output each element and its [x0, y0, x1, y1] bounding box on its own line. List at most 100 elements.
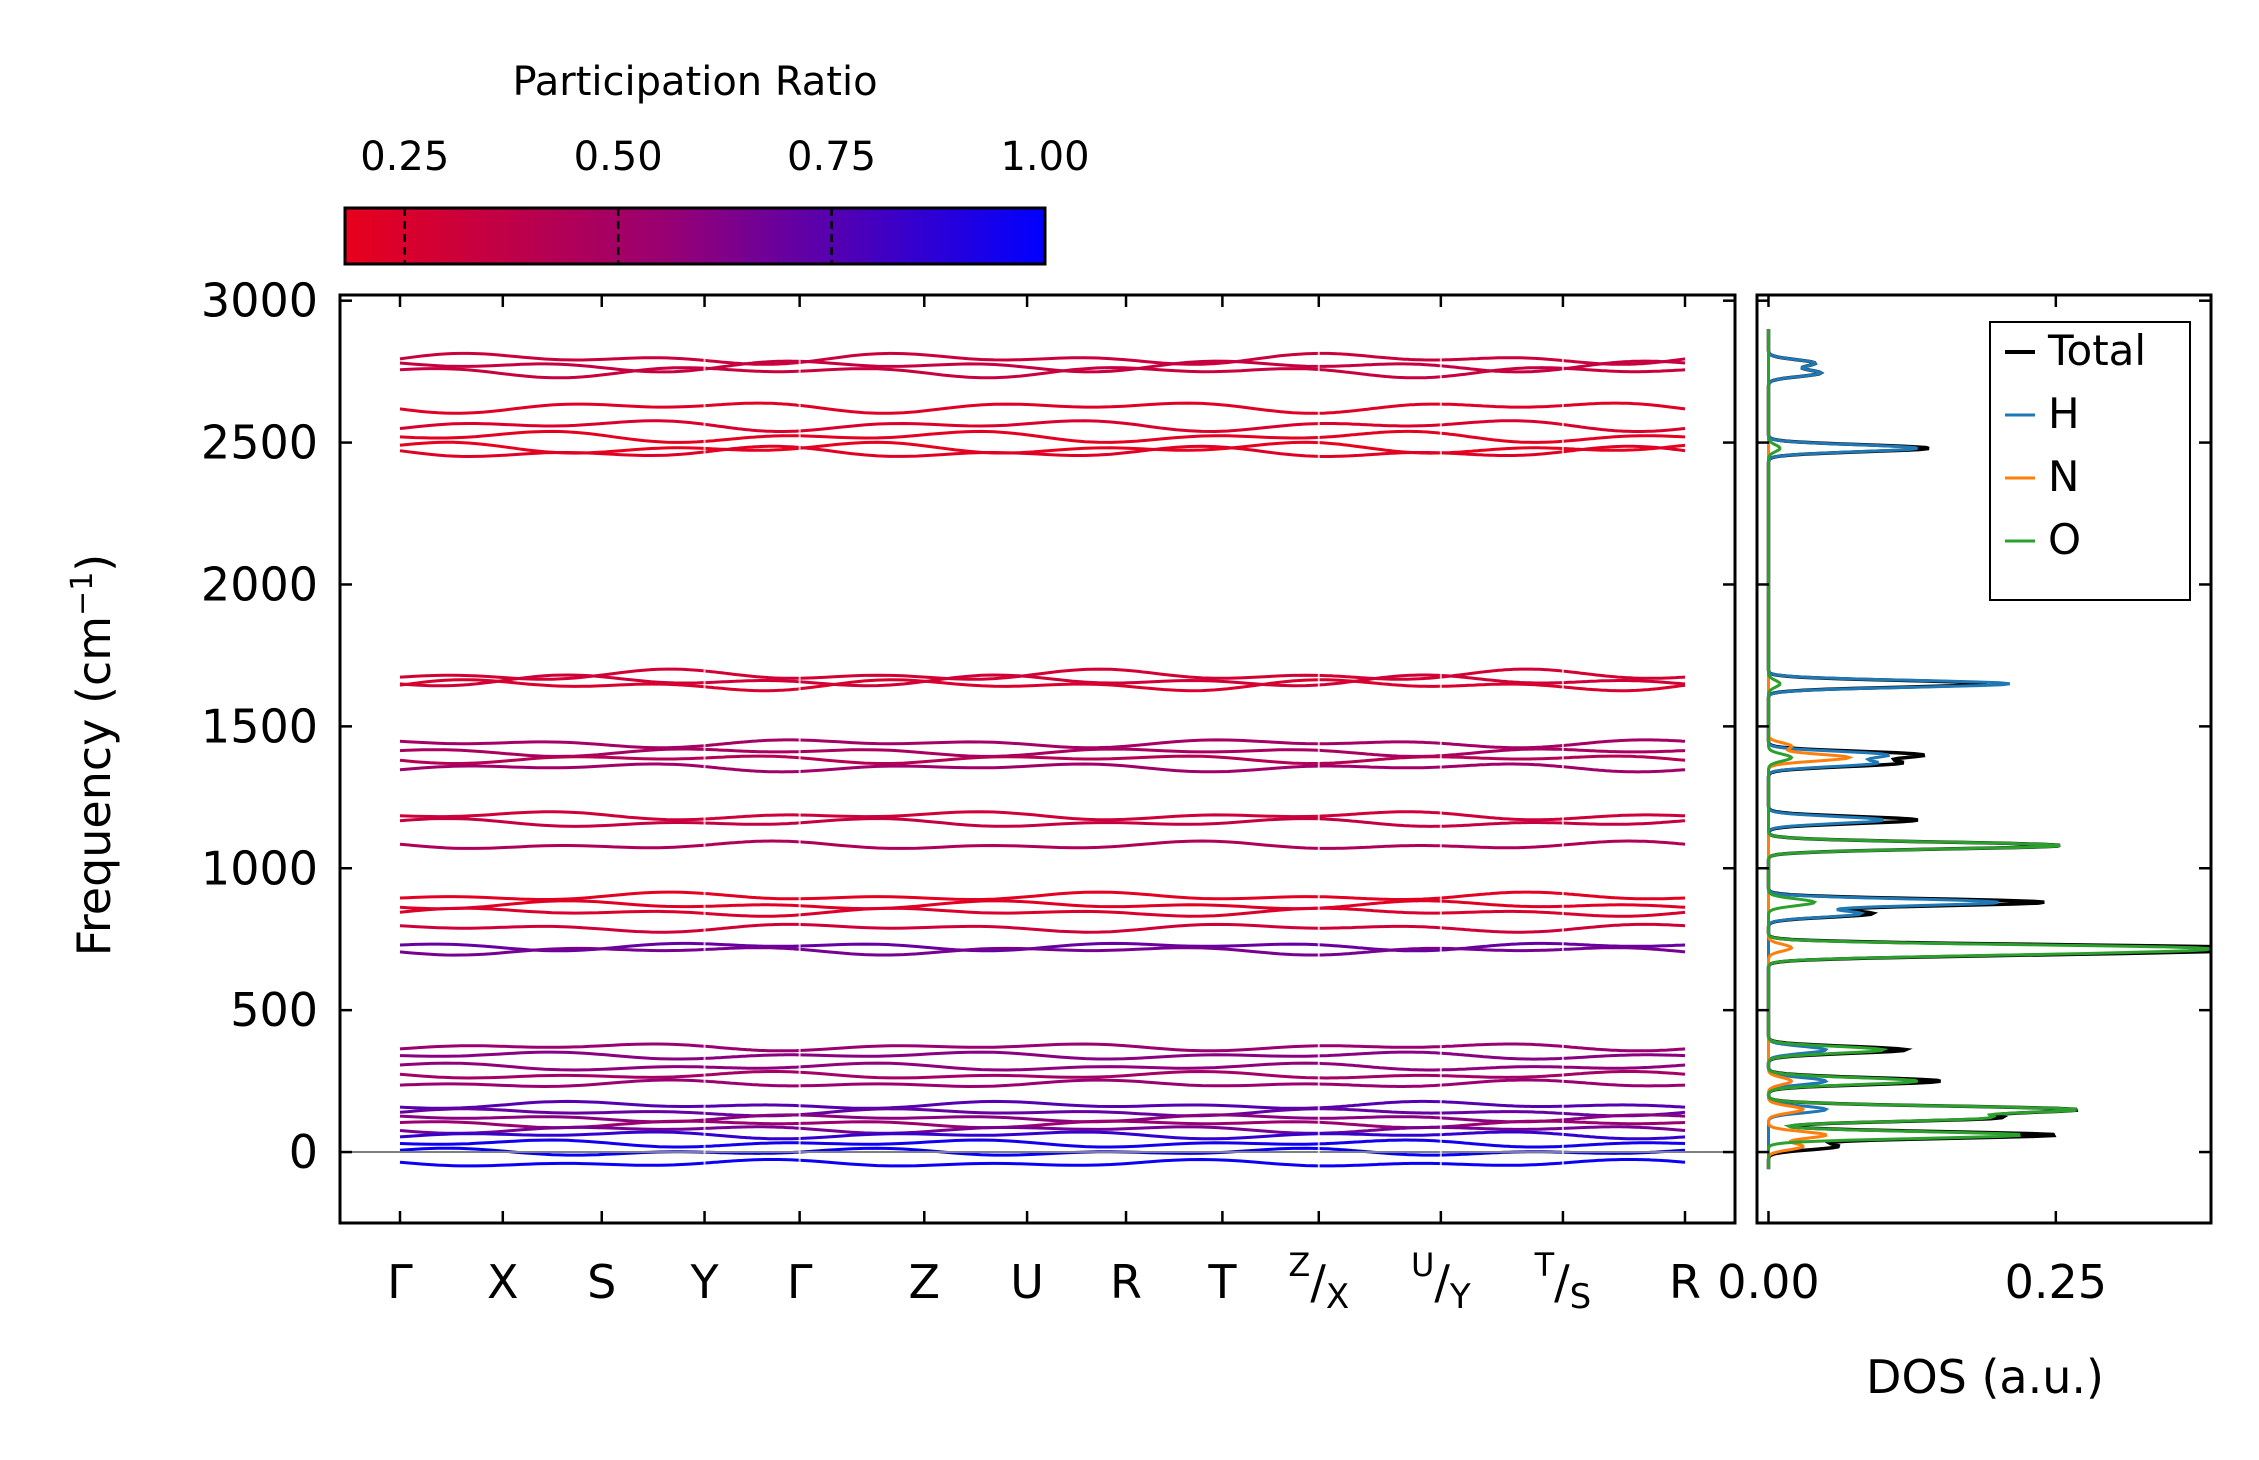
- x-tick-label-sub: X: [1326, 1277, 1349, 1317]
- band-line: [1441, 1080, 1563, 1085]
- band-line: [1441, 1163, 1563, 1165]
- band-line: [1563, 671, 1685, 678]
- band-line: [705, 815, 800, 819]
- x-tick-label: X: [487, 1255, 519, 1309]
- band-line: [800, 1140, 1319, 1147]
- band-line: [800, 924, 1319, 932]
- band-line: [1563, 368, 1685, 372]
- band-line: [1319, 431, 1441, 437]
- band-line: [1563, 1072, 1685, 1076]
- band-line: [1441, 1112, 1563, 1114]
- colorbar-tick-label: 0.75: [787, 134, 876, 180]
- band-line: [400, 1074, 705, 1078]
- band-line: [1319, 1134, 1441, 1136]
- band-line: [1441, 421, 1563, 425]
- band-line: [1563, 1065, 1685, 1068]
- band-line: [400, 926, 705, 933]
- band-line: [400, 1140, 705, 1147]
- band-line: [800, 1121, 1319, 1128]
- x-tick-label: R: [1110, 1255, 1142, 1309]
- y-axis-title-close: ): [67, 554, 121, 572]
- band-line: [1441, 1044, 1563, 1047]
- band-line: [1441, 358, 1563, 361]
- colorbar-tick-label: 0.50: [574, 134, 663, 180]
- band-line: [1319, 364, 1441, 367]
- x-tick-label-main: /: [1310, 1255, 1326, 1309]
- x-tick-label: Z: [909, 1255, 941, 1309]
- band-line: [800, 421, 1319, 432]
- band-line: [1319, 846, 1441, 849]
- band-line: [1319, 1046, 1441, 1048]
- band-line: [1441, 743, 1563, 747]
- legend-label-o: O: [2048, 515, 2081, 564]
- band-line: [1563, 681, 1685, 684]
- band-line: [1319, 766, 1441, 768]
- band-line: [1563, 894, 1685, 899]
- band-line: [1563, 924, 1685, 930]
- band-line: [1319, 819, 1441, 827]
- band-line: [705, 1105, 800, 1106]
- band-line: [705, 905, 800, 907]
- band-line: [400, 1101, 705, 1108]
- band-line: [705, 687, 800, 691]
- band-line: [800, 841, 1319, 848]
- band-line: [705, 424, 800, 431]
- band-line: [1563, 1143, 1685, 1147]
- band-line: [1441, 433, 1563, 442]
- band-line: [400, 431, 705, 442]
- y-tick-label: 3000: [201, 274, 318, 328]
- band-line: [1441, 823, 1563, 827]
- band-line: [800, 1052, 1319, 1059]
- y-tick-label: 0: [289, 1125, 318, 1179]
- band-line: [800, 1072, 1319, 1078]
- band-line: [800, 1080, 1319, 1087]
- band-line: [800, 764, 1319, 772]
- band-line: [400, 1162, 705, 1166]
- band-line: [705, 1055, 800, 1059]
- band-line: [1441, 757, 1563, 759]
- band-line: [1441, 1067, 1563, 1070]
- band-lines: [400, 353, 1685, 1166]
- band-line: [800, 403, 1319, 413]
- legend-label-total: Total: [2047, 326, 2146, 375]
- band-line: [1563, 1134, 1685, 1138]
- band-line: [1441, 901, 1563, 906]
- band-line: [1441, 452, 1563, 456]
- band-line: [705, 1134, 800, 1139]
- x-tick-label-main: /: [1554, 1255, 1570, 1309]
- band-line: [1563, 425, 1685, 432]
- band-line: [1319, 1101, 1441, 1107]
- band-line: [1563, 1081, 1685, 1086]
- band-line: [1319, 353, 1441, 360]
- x-tick-label: Y: [689, 1255, 719, 1309]
- band-line: [705, 681, 800, 683]
- band-line: [1563, 685, 1685, 691]
- band-line: [800, 892, 1319, 899]
- band-line: [1563, 403, 1685, 409]
- y-tick-label: 1500: [201, 699, 318, 753]
- band-line: [705, 671, 800, 678]
- band-line: [1319, 1109, 1441, 1113]
- band-line: [1441, 813, 1563, 820]
- band-line: [400, 404, 705, 413]
- band-line: [1441, 404, 1563, 407]
- band-line: [705, 436, 800, 442]
- band-line: [705, 944, 800, 947]
- band-line: [1441, 1141, 1563, 1147]
- band-line: [705, 1046, 800, 1051]
- band-line: [400, 451, 705, 457]
- band-line: [400, 1109, 705, 1114]
- band-line: [400, 1044, 705, 1049]
- band-line: [1319, 1084, 1441, 1087]
- x-tick-label: T: [1207, 1255, 1237, 1309]
- band-line: [705, 894, 800, 899]
- band-line: [1563, 912, 1685, 916]
- band-line: [705, 368, 800, 372]
- band-line: [400, 421, 705, 429]
- band-line: [705, 403, 800, 406]
- band-line: [800, 669, 1319, 679]
